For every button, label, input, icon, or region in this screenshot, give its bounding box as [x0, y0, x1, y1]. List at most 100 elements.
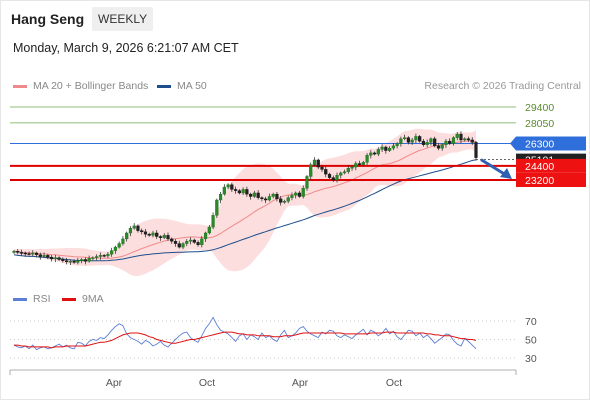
rsi-line	[13, 316, 477, 351]
instrument-title: Hang Seng	[11, 11, 85, 27]
candle-body	[361, 162, 365, 165]
candle-body	[102, 255, 106, 257]
candle-body	[335, 175, 339, 181]
candle-body	[226, 184, 230, 188]
level-label-24400: 24400	[525, 161, 554, 173]
level-tag-23200	[516, 173, 586, 187]
candle-body	[80, 259, 84, 261]
candle-body	[147, 233, 151, 236]
candle-body	[470, 139, 474, 143]
candle-body	[305, 176, 309, 189]
candle-body	[170, 238, 174, 242]
candle-body	[463, 138, 467, 141]
candle-body	[331, 177, 335, 181]
candle-body	[421, 140, 426, 145]
legend-ma50: MA 50	[157, 80, 207, 92]
candle-body	[369, 152, 373, 156]
legend-9ma-label: 9MA	[82, 293, 104, 305]
candle-body	[200, 238, 204, 245]
candle-body	[136, 225, 140, 231]
period-selector[interactable]: WEEKLY	[92, 7, 154, 31]
candle-body	[31, 252, 35, 255]
candle-body	[309, 164, 313, 177]
projection-arrow-head	[500, 168, 512, 179]
candle-body	[113, 246, 118, 251]
candle-body	[95, 256, 99, 258]
candle-body	[181, 243, 185, 248]
candle-body	[455, 133, 459, 138]
candle-body	[451, 137, 456, 144]
candle-body	[132, 225, 136, 229]
candle-body	[399, 138, 403, 144]
rsi-tick-70: 70	[525, 316, 537, 328]
candle-body	[237, 190, 241, 194]
candle-body	[23, 252, 27, 255]
candle-body	[372, 152, 377, 155]
rsi-9ma-line	[14, 331, 477, 349]
candles-group	[12, 131, 478, 266]
candle-body	[57, 257, 61, 260]
candle-body	[185, 241, 189, 244]
candle-body	[19, 252, 24, 254]
candle-body	[327, 173, 332, 178]
legend-rsi-label: RSI	[33, 293, 51, 305]
candle-body	[346, 168, 350, 172]
candle-body	[125, 232, 129, 240]
candle-body	[61, 259, 65, 261]
legend-bollinger: MA 20 + Bollinger Bands	[13, 80, 148, 92]
candle-body	[143, 231, 148, 235]
bollinger-swatch	[13, 84, 27, 88]
candle-body	[222, 186, 226, 195]
candle-body	[177, 243, 181, 248]
candle-body	[339, 172, 343, 176]
candle-body	[354, 163, 358, 168]
candle-body	[110, 250, 114, 255]
candle-body	[271, 193, 275, 197]
candle-body	[297, 192, 302, 197]
candle-body	[215, 199, 219, 216]
candle-body	[264, 198, 268, 201]
rsi-swatch	[13, 297, 27, 301]
rsi-tick-50: 50	[525, 335, 537, 347]
candle-body	[166, 235, 170, 240]
candle-body	[121, 238, 125, 244]
candle-body	[256, 192, 260, 198]
ma20-line	[13, 140, 477, 259]
candle-body	[406, 137, 410, 143]
candle-body	[38, 254, 42, 257]
candle-body	[391, 145, 395, 149]
candle-body	[376, 149, 380, 155]
candle-body	[158, 236, 163, 238]
candle-body	[211, 215, 215, 228]
datetime-stamp: Monday, March 9, 2026 6:21:07 AM CET	[13, 41, 239, 55]
candle-body	[42, 255, 46, 257]
candle-body	[403, 137, 407, 139]
candle-body	[49, 256, 54, 260]
level-tag-24400	[516, 158, 586, 173]
rsi-tick-30: 30	[525, 353, 537, 365]
candle-body	[76, 260, 80, 263]
candle-body	[151, 232, 155, 236]
level-label-28050: 28050	[525, 118, 554, 130]
x-tick-label: Oct	[386, 377, 402, 389]
level-label-29400: 29400	[525, 102, 554, 114]
candle-body	[425, 142, 429, 145]
candle-body	[414, 136, 418, 141]
ma50-swatch	[157, 84, 171, 88]
candle-body	[46, 255, 50, 258]
candle-body	[192, 239, 196, 243]
candle-body	[117, 243, 121, 248]
level-tag-26300	[516, 136, 586, 151]
candle-body	[87, 258, 91, 262]
candle-body	[16, 251, 20, 253]
candle-body	[53, 257, 57, 260]
candle-body	[429, 138, 433, 143]
candle-body	[294, 192, 298, 196]
x-tick-label: Apr	[292, 377, 309, 389]
x-tick-label: Oct	[199, 377, 215, 389]
candle-body	[218, 193, 223, 201]
level-label-23200: 23200	[525, 175, 554, 187]
candle-body	[459, 133, 463, 141]
legend-9ma: 9MA	[62, 293, 104, 305]
